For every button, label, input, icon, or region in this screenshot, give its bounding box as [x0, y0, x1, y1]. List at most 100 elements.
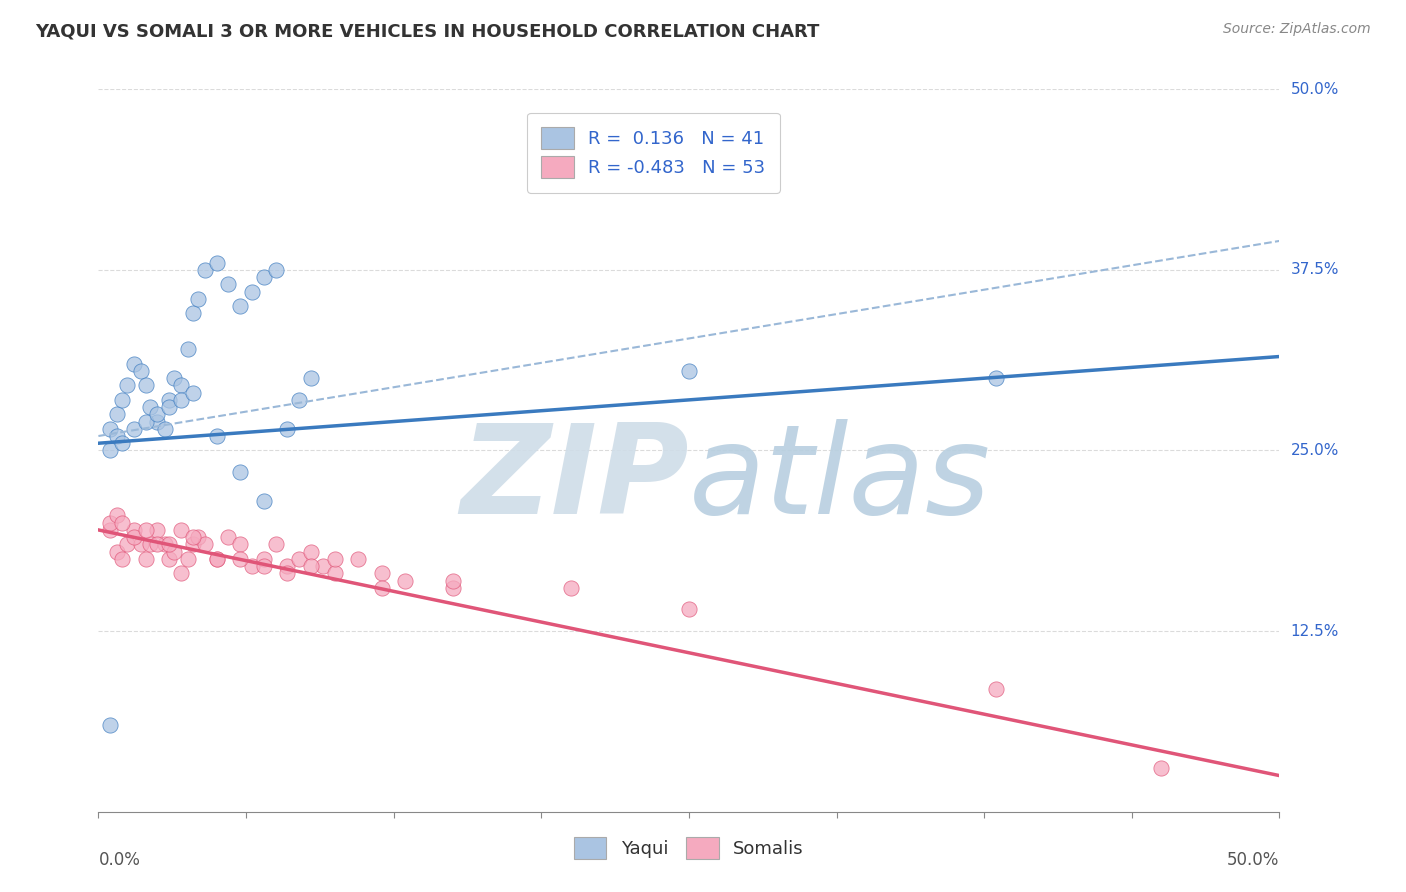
Point [122, 357, 145, 371]
Point [122, 523, 145, 537]
Point [240, 559, 263, 574]
Point [139, 400, 162, 414]
Point [177, 343, 200, 357]
Point [678, 602, 700, 616]
Point [253, 494, 276, 508]
Point [217, 277, 239, 292]
Point [129, 537, 152, 551]
Text: 0.0%: 0.0% [98, 852, 141, 870]
Point [253, 270, 276, 285]
Point [264, 262, 287, 277]
Point [678, 364, 700, 378]
Point [139, 537, 162, 551]
Point [181, 385, 204, 400]
Point [129, 364, 152, 378]
Point [187, 292, 209, 306]
Point [98, 523, 121, 537]
Point [253, 559, 276, 574]
Point [146, 537, 169, 551]
Text: 25.0%: 25.0% [1291, 443, 1339, 458]
Point [170, 378, 193, 392]
Point [115, 378, 138, 392]
Point [312, 559, 335, 574]
Point [105, 407, 128, 421]
Point [205, 551, 228, 566]
Point [115, 537, 138, 551]
Point [323, 566, 346, 581]
Point [229, 465, 252, 479]
Legend: Yaqui, Somalis: Yaqui, Somalis [565, 828, 813, 868]
Point [146, 415, 169, 429]
Point [205, 429, 228, 443]
Point [194, 537, 217, 551]
Point [157, 551, 180, 566]
Point [441, 574, 464, 588]
Point [157, 392, 180, 407]
Point [299, 544, 322, 558]
Point [299, 371, 322, 385]
Point [177, 551, 200, 566]
Point [146, 407, 169, 421]
Text: 50.0%: 50.0% [1227, 852, 1279, 870]
Point [135, 415, 157, 429]
Point [181, 306, 204, 320]
Point [229, 551, 252, 566]
Point [98, 422, 121, 436]
Point [157, 537, 180, 551]
Point [98, 516, 121, 530]
Point [299, 559, 322, 574]
Point [135, 551, 157, 566]
Point [98, 443, 121, 458]
Point [984, 681, 1007, 696]
Point [205, 551, 228, 566]
Point [276, 566, 298, 581]
Text: Source: ZipAtlas.com: Source: ZipAtlas.com [1223, 22, 1371, 37]
Point [187, 530, 209, 544]
Text: atlas: atlas [689, 419, 991, 540]
Point [1150, 761, 1173, 775]
Text: ZIP: ZIP [460, 419, 689, 540]
Point [323, 551, 346, 566]
Point [347, 551, 370, 566]
Point [111, 436, 134, 450]
Point [217, 530, 239, 544]
Point [105, 544, 128, 558]
Point [205, 255, 228, 269]
Point [170, 392, 193, 407]
Point [194, 262, 217, 277]
Point [181, 530, 204, 544]
Point [146, 523, 169, 537]
Text: YAQUI VS SOMALI 3 OR MORE VEHICLES IN HOUSEHOLD CORRELATION CHART: YAQUI VS SOMALI 3 OR MORE VEHICLES IN HO… [35, 22, 820, 40]
Point [276, 422, 298, 436]
Point [157, 400, 180, 414]
Point [105, 429, 128, 443]
Point [288, 551, 311, 566]
Point [984, 371, 1007, 385]
Point [394, 574, 416, 588]
Point [288, 392, 311, 407]
Point [163, 371, 186, 385]
Text: 50.0%: 50.0% [1291, 82, 1339, 96]
Point [560, 581, 582, 595]
Point [229, 537, 252, 551]
Point [122, 530, 145, 544]
Point [276, 559, 298, 574]
Point [181, 537, 204, 551]
Point [240, 285, 263, 299]
Point [135, 523, 157, 537]
Point [253, 551, 276, 566]
Point [105, 508, 128, 523]
Point [371, 566, 394, 581]
Text: 12.5%: 12.5% [1291, 624, 1339, 639]
Point [111, 516, 134, 530]
Point [135, 378, 157, 392]
Text: 37.5%: 37.5% [1291, 262, 1339, 277]
Point [170, 523, 193, 537]
Point [371, 581, 394, 595]
Point [441, 581, 464, 595]
Point [122, 422, 145, 436]
Point [111, 392, 134, 407]
Point [98, 718, 121, 732]
Point [264, 537, 287, 551]
Point [229, 299, 252, 313]
